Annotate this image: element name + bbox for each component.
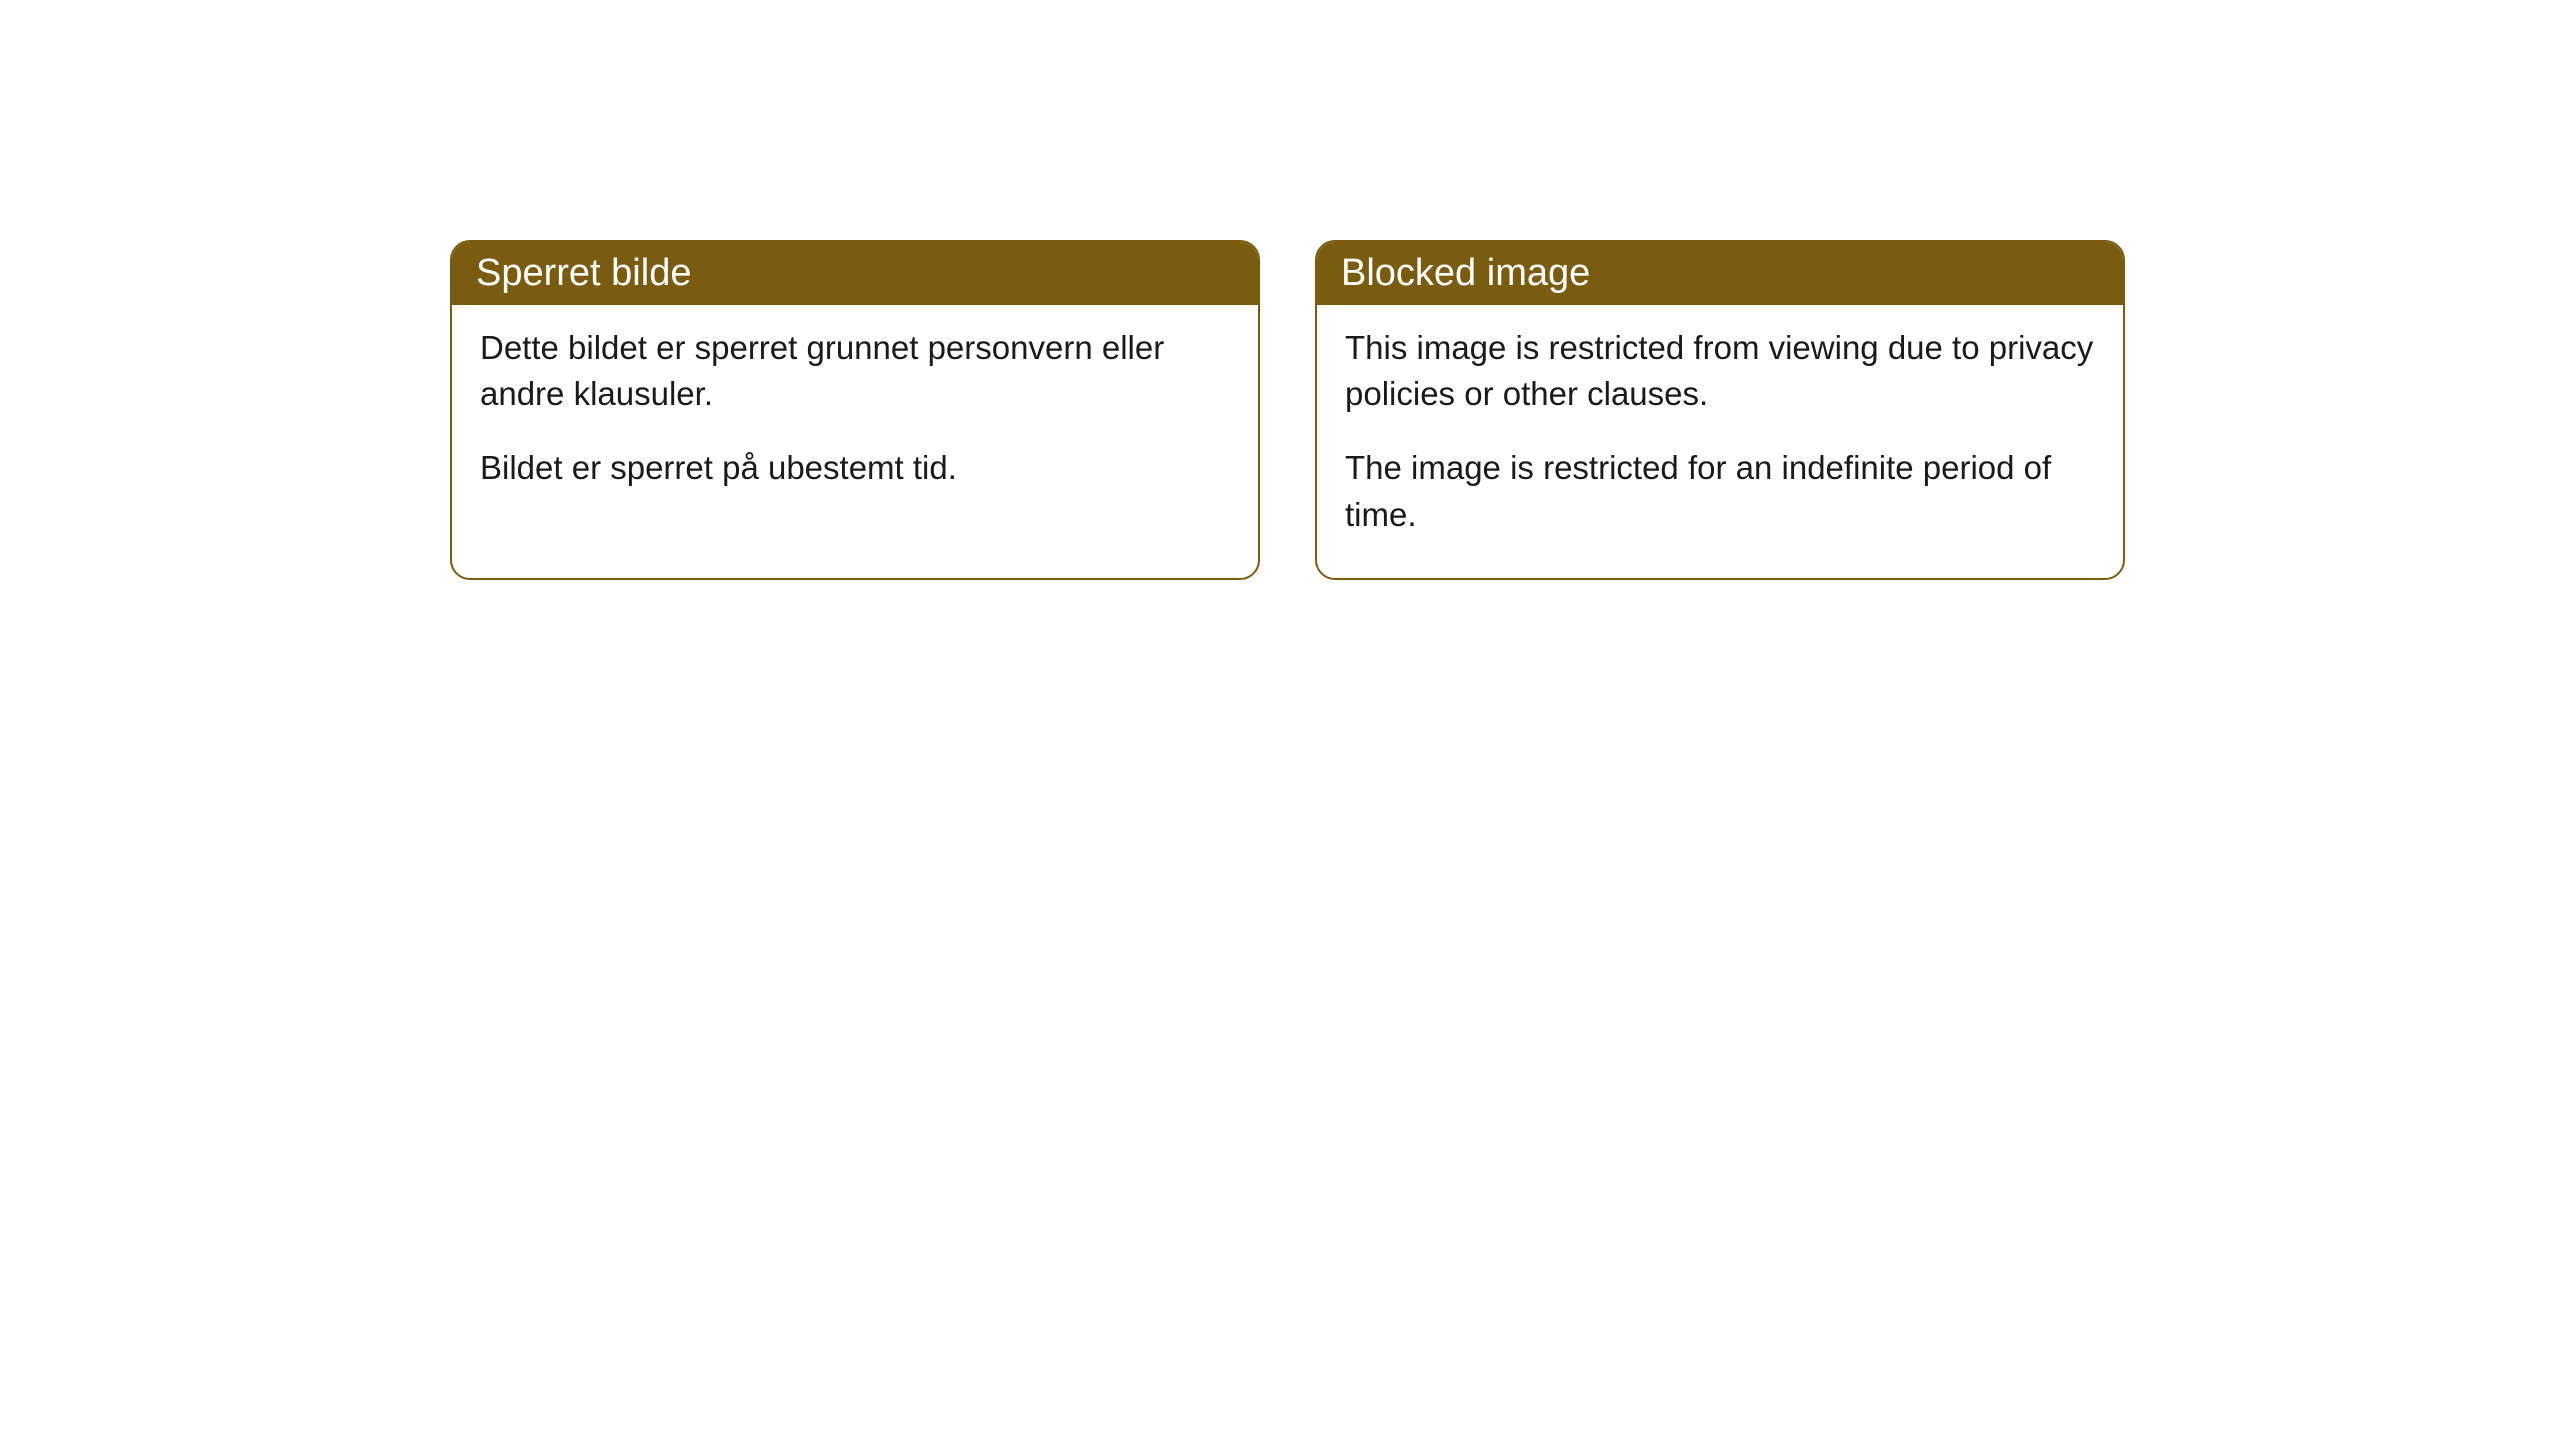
card-body-english: This image is restricted from viewing du… bbox=[1317, 305, 2123, 578]
card-header-norwegian: Sperret bilde bbox=[452, 242, 1258, 305]
notice-container: Sperret bilde Dette bildet er sperret gr… bbox=[450, 240, 2125, 580]
notice-text: Bildet er sperret på ubestemt tid. bbox=[480, 445, 1230, 491]
card-header-english: Blocked image bbox=[1317, 242, 2123, 305]
notice-text: Dette bildet er sperret grunnet personve… bbox=[480, 325, 1230, 417]
notice-card-english: Blocked image This image is restricted f… bbox=[1315, 240, 2125, 580]
card-body-norwegian: Dette bildet er sperret grunnet personve… bbox=[452, 305, 1258, 532]
notice-text: This image is restricted from viewing du… bbox=[1345, 325, 2095, 417]
notice-text: The image is restricted for an indefinit… bbox=[1345, 445, 2095, 537]
notice-card-norwegian: Sperret bilde Dette bildet er sperret gr… bbox=[450, 240, 1260, 580]
